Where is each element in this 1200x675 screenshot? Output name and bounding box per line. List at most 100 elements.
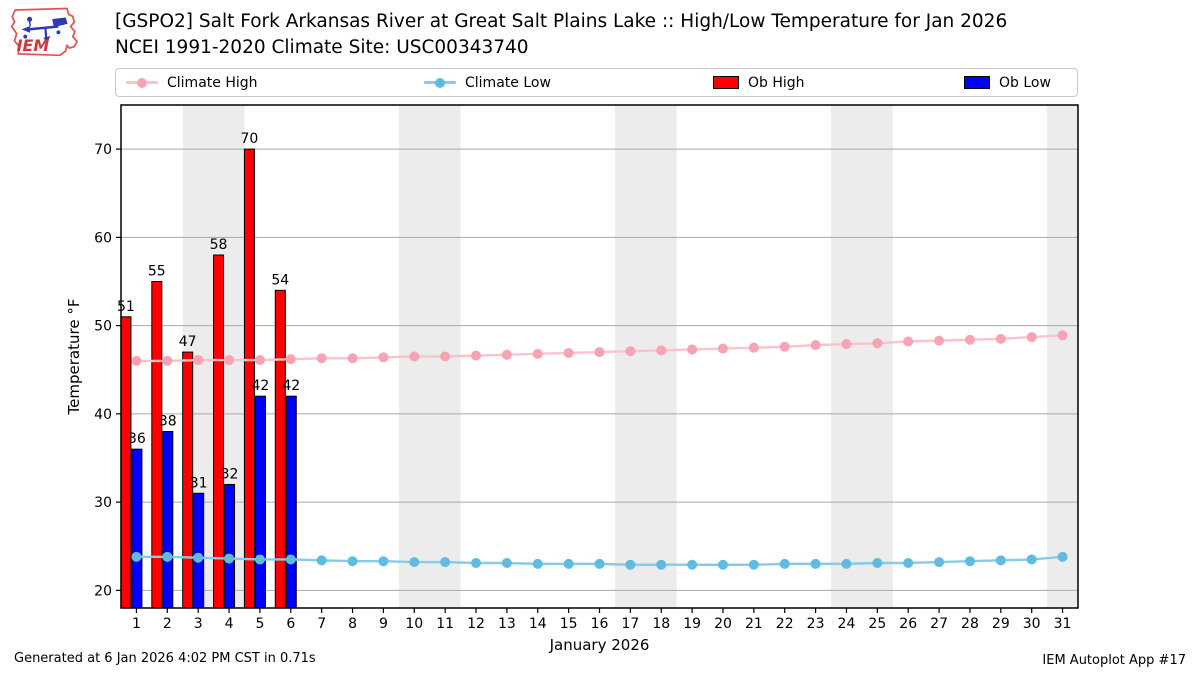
iem-logo: IEM bbox=[10, 7, 78, 57]
line-marker bbox=[378, 556, 389, 567]
line-marker bbox=[872, 557, 883, 568]
bar-value-label: 42 bbox=[282, 378, 300, 394]
legend-line-marker-icon bbox=[137, 77, 147, 88]
x-tick-label: 2 bbox=[163, 616, 172, 632]
bar-value-label: 55 bbox=[148, 263, 166, 279]
line-marker bbox=[563, 558, 574, 569]
y-tick-label: 70 bbox=[94, 142, 112, 158]
bar-ob-low-day-3 bbox=[193, 492, 205, 609]
x-tick-label: 1 bbox=[132, 616, 141, 632]
line-marker bbox=[810, 558, 821, 569]
line-marker bbox=[224, 553, 235, 564]
ob-low-bars: 36 38 31 32 42 42 bbox=[128, 378, 300, 609]
line-marker bbox=[162, 355, 173, 366]
x-tick-label: 28 bbox=[961, 616, 979, 632]
y-axis-label: Temperature °F bbox=[65, 299, 83, 416]
line-marker bbox=[872, 338, 883, 349]
x-tick-label: 27 bbox=[930, 616, 948, 632]
x-tick-label: 25 bbox=[868, 616, 886, 632]
line-marker bbox=[347, 353, 358, 364]
bar-value-label: 54 bbox=[271, 272, 289, 288]
chart-legend: Climate High Climate Low Ob High Ob Low bbox=[115, 68, 1078, 97]
x-tick-label: 11 bbox=[436, 616, 454, 632]
line-marker bbox=[748, 559, 759, 570]
line-marker bbox=[316, 555, 327, 566]
legend-line-icon bbox=[126, 77, 158, 88]
bar-value-label: 51 bbox=[117, 299, 135, 315]
legend-label: Ob Low bbox=[999, 74, 1051, 91]
line-marker bbox=[193, 552, 204, 563]
climate-high-line bbox=[131, 330, 1068, 366]
bar-value-label: 47 bbox=[179, 334, 197, 350]
legend-line-marker-icon bbox=[435, 77, 445, 88]
line-marker bbox=[964, 334, 975, 345]
line-marker bbox=[748, 342, 759, 353]
x-tick-label: 29 bbox=[992, 616, 1010, 632]
line-marker bbox=[501, 349, 512, 360]
legend-item-climate-high: Climate High bbox=[126, 69, 258, 96]
x-tick-label: 19 bbox=[683, 616, 701, 632]
bar-value-label: 32 bbox=[221, 466, 239, 482]
x-tick-label: 4 bbox=[225, 616, 234, 632]
legend-item-ob-low: Ob Low bbox=[964, 69, 1051, 96]
legend-swatch-icon bbox=[964, 76, 990, 89]
y-tick-label: 40 bbox=[94, 407, 112, 423]
y-tick-label: 20 bbox=[94, 583, 112, 599]
x-tick-label: 8 bbox=[348, 616, 357, 632]
x-tick-label: 18 bbox=[652, 616, 670, 632]
line-marker bbox=[471, 557, 482, 568]
x-tick-label: 26 bbox=[899, 616, 917, 632]
legend-item-climate-low: Climate Low bbox=[424, 69, 551, 96]
x-tick-label: 6 bbox=[286, 616, 295, 632]
x-axis-ticks: 1 2 3 4 5 6 7 8 9 10 11 12 13 14 15 16 17 18 19 20 21 22 23 24 2… bbox=[132, 608, 1071, 632]
logo-text: IEM bbox=[17, 36, 50, 55]
line-marker bbox=[563, 347, 574, 358]
line-marker bbox=[717, 559, 728, 570]
x-tick-label: 21 bbox=[745, 616, 763, 632]
line-marker bbox=[254, 554, 265, 565]
bar-value-label: 36 bbox=[128, 431, 146, 447]
x-tick-label: 13 bbox=[498, 616, 516, 632]
y-tick-label: 30 bbox=[94, 495, 112, 511]
line-marker bbox=[687, 344, 698, 355]
line-marker bbox=[779, 558, 790, 569]
line-marker bbox=[717, 343, 728, 354]
line-marker bbox=[1057, 330, 1068, 341]
x-tick-label: 17 bbox=[621, 616, 639, 632]
line-marker bbox=[1026, 554, 1037, 565]
legend-swatch-icon bbox=[713, 76, 739, 89]
bar-ob-low-day-1 bbox=[131, 448, 143, 609]
line-marker bbox=[162, 551, 173, 562]
bar-value-label: 58 bbox=[210, 237, 228, 253]
legend-label: Ob High bbox=[748, 74, 805, 91]
x-tick-label: 16 bbox=[591, 616, 609, 632]
bar-ob-high-day-4 bbox=[213, 254, 225, 609]
x-axis-label: January 2026 bbox=[549, 636, 650, 654]
line-marker bbox=[995, 333, 1006, 344]
x-tick-label: 24 bbox=[838, 616, 856, 632]
bar-ob-low-day-5 bbox=[254, 395, 266, 609]
weekend-band bbox=[831, 105, 893, 608]
y-tick-label: 60 bbox=[94, 230, 112, 246]
weekend-band bbox=[1047, 105, 1078, 608]
line-marker bbox=[656, 345, 667, 356]
legend-label: Climate High bbox=[167, 74, 258, 91]
y-tick-label: 50 bbox=[94, 319, 112, 335]
legend-item-ob-high: Ob High bbox=[713, 69, 805, 96]
line-marker bbox=[779, 341, 790, 352]
line-marker bbox=[964, 556, 975, 567]
line-marker bbox=[471, 350, 482, 361]
line-marker bbox=[934, 335, 945, 346]
line-marker bbox=[1057, 551, 1068, 562]
line-marker bbox=[841, 339, 852, 350]
line-marker bbox=[131, 551, 142, 562]
line-marker bbox=[224, 355, 235, 366]
line-marker bbox=[995, 555, 1006, 566]
line-marker bbox=[131, 355, 142, 366]
line-marker bbox=[409, 351, 420, 362]
line-marker bbox=[656, 559, 667, 570]
line-marker bbox=[501, 557, 512, 568]
legend-line-icon bbox=[424, 77, 456, 88]
line-marker bbox=[903, 557, 914, 568]
